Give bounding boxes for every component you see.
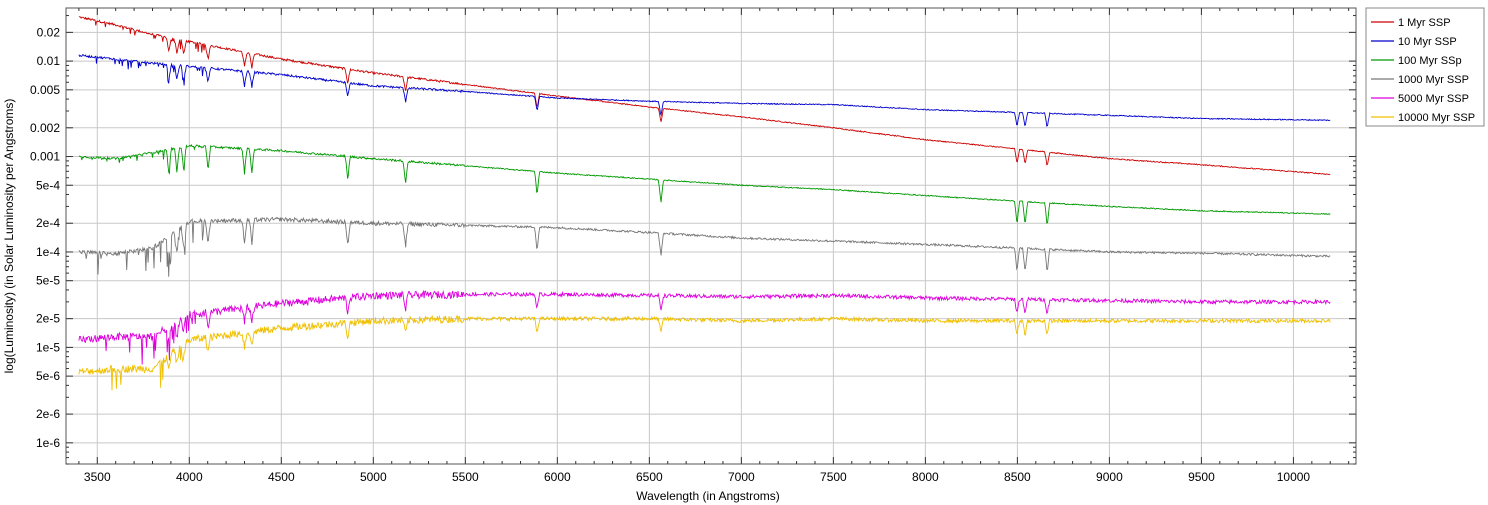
- y-tick-label: 2e-5: [36, 312, 60, 326]
- series-line-5: [78, 289, 1331, 365]
- legend-label: 1000 Myr SSP: [1398, 74, 1469, 86]
- x-tick-label: 5000: [360, 470, 387, 484]
- y-tick-label: 2e-6: [36, 407, 60, 421]
- y-tick-label: 1e-5: [36, 340, 60, 354]
- x-tick-label: 9500: [1188, 470, 1215, 484]
- y-tick-label: 2e-4: [36, 216, 60, 230]
- y-axis-ticks: 0.02 0.01 0.005 0.002 0.001 5e-4 2e-4 1e-4 5e-5 2…: [30, 25, 1356, 450]
- legend-box: [1365, 7, 1485, 127]
- x-tick-label: 8000: [912, 470, 939, 484]
- x-tick-label: 7000: [728, 470, 755, 484]
- x-axis-label: Wavelength (in Angstroms): [636, 489, 780, 503]
- series-line-1: [78, 16, 1331, 176]
- grid: [66, 8, 1356, 464]
- legend: 1 Myr SSP 10 Myr SSP 100 Myr SSp 1000 Myr S…: [1365, 7, 1485, 127]
- legend-label: 100 Myr SSp: [1398, 55, 1462, 67]
- x-axis-ticks: 3500 4000 4500 5000 5500 6000 6500 7000 7500 8000…: [84, 8, 1311, 484]
- legend-label: 1 Myr SSP: [1398, 17, 1451, 29]
- x-tick-label: 10000: [1277, 470, 1311, 484]
- x-tick-label: 3500: [84, 470, 111, 484]
- y-axis-label: log(Luminosity) (in Solar Luminosity per…: [2, 99, 16, 374]
- minor-ticks: [66, 8, 1356, 465]
- y-tick-label: 0.01: [37, 54, 61, 68]
- legend-label: 5000 Myr SSP: [1398, 93, 1469, 105]
- y-tick-label: 1e-4: [36, 245, 60, 259]
- y-tick-label: 1e-6: [36, 436, 60, 450]
- legend-label: 10 Myr SSP: [1398, 36, 1457, 48]
- x-tick-label: 5500: [452, 470, 479, 484]
- x-tick-label: 9000: [1096, 470, 1123, 484]
- series-line-6: [78, 314, 1331, 391]
- y-tick-label: 0.001: [30, 150, 60, 164]
- y-tick-label: 5e-6: [36, 369, 60, 383]
- x-tick-label: 7500: [820, 470, 847, 484]
- x-tick-label: 8500: [1004, 470, 1031, 484]
- y-tick-label: 5e-4: [36, 178, 60, 192]
- series-line-3: [78, 144, 1331, 224]
- legend-label: 10000 Myr SSP: [1398, 112, 1475, 124]
- y-tick-label: 0.02: [37, 25, 61, 39]
- series-line-4: [78, 216, 1331, 277]
- series-lines: [78, 16, 1331, 391]
- x-tick-label: 4000: [176, 470, 203, 484]
- y-tick-label: 5e-5: [36, 274, 60, 288]
- x-tick-label: 4500: [268, 470, 295, 484]
- x-tick-label: 6500: [636, 470, 663, 484]
- x-tick-label: 6000: [544, 470, 571, 484]
- series-line-2: [78, 54, 1331, 127]
- y-tick-label: 0.002: [30, 121, 60, 135]
- y-tick-label: 0.005: [30, 83, 60, 97]
